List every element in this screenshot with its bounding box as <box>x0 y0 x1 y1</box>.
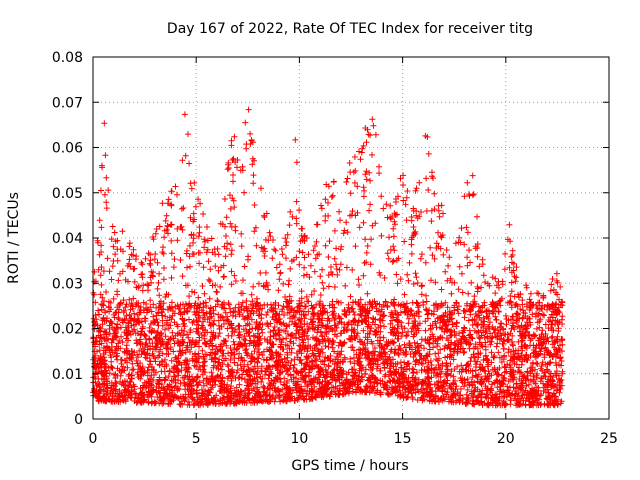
grid-lines <box>93 57 609 419</box>
data-points <box>90 106 566 409</box>
x-tick-label: 0 <box>89 431 98 447</box>
axes: 0 5 10 15 20 25 0 0.01 0.02 0.03 0.04 0.05 0.06 0.07 0… <box>52 50 618 447</box>
y-tick-label: 0.08 <box>52 50 83 66</box>
y-axis-label: ROTI / TECUs <box>6 192 22 284</box>
y-tick-label: 0.02 <box>52 322 83 338</box>
y-tick-label: 0.05 <box>52 186 83 202</box>
plot-frame <box>92 56 610 420</box>
y-tick-label: 0.03 <box>52 276 83 292</box>
scatter-markers <box>90 106 566 409</box>
y-tick-label: 0.04 <box>52 231 83 247</box>
chart-title: Day 167 of 2022, Rate Of TEC Index for r… <box>167 21 533 37</box>
x-tick-label: 5 <box>192 431 201 447</box>
y-tick-label: 0.06 <box>52 141 83 157</box>
x-tick-label: 10 <box>290 431 308 447</box>
y-tick-label: 0.01 <box>52 367 83 383</box>
x-tick-label: 15 <box>394 431 412 447</box>
y-tick-label: 0 <box>74 412 83 428</box>
x-tick-label: 25 <box>600 431 618 447</box>
y-tick-label: 0.07 <box>52 95 83 111</box>
x-tick-label: 20 <box>497 431 515 447</box>
x-axis-label: GPS time / hours <box>291 458 408 474</box>
